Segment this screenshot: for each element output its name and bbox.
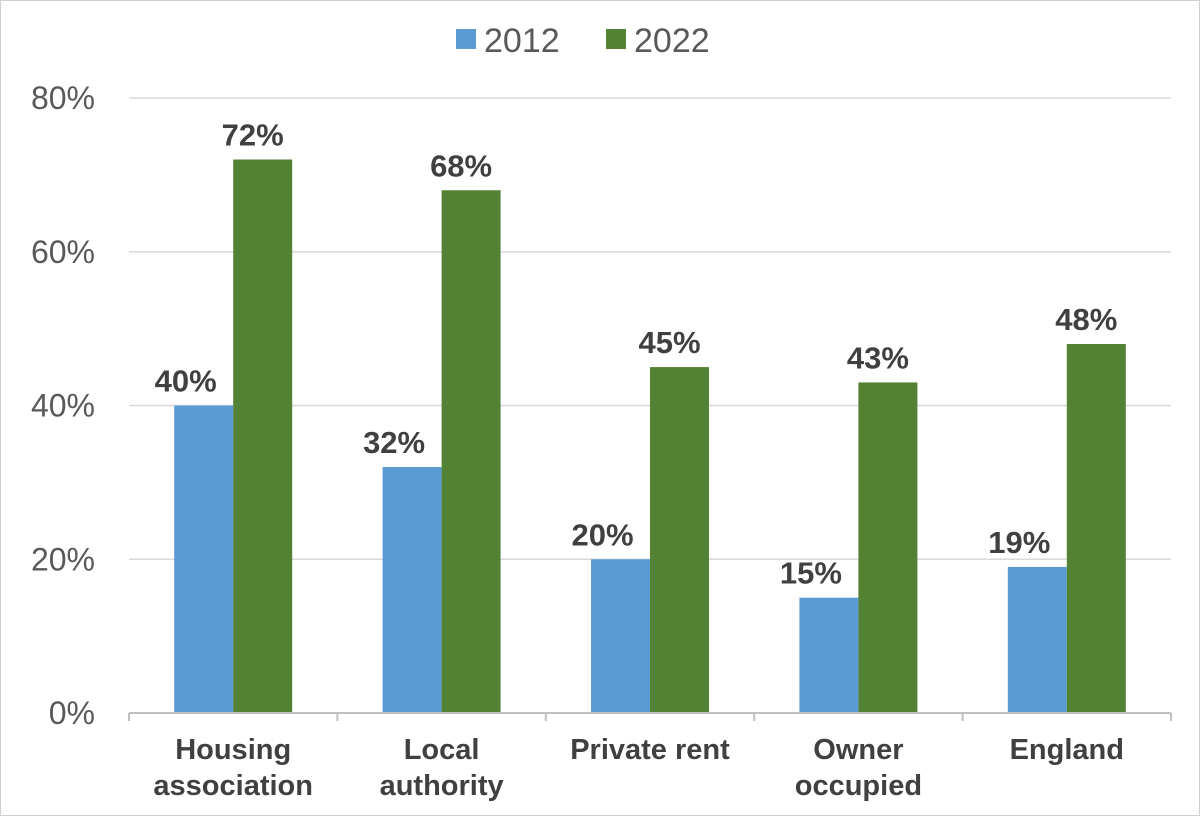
- data-label-2022-2: 45%: [638, 325, 700, 360]
- y-tick-label: 80%: [31, 80, 95, 116]
- data-label-2022-0: 72%: [222, 118, 284, 153]
- bar-2012-2: [591, 559, 650, 713]
- category-label: occupied: [795, 770, 922, 802]
- x-axis-category-labels: Housing association Local authority Private …: [153, 734, 1124, 802]
- category-label: England: [1010, 734, 1124, 766]
- y-tick-label: 20%: [31, 541, 95, 577]
- category-label: Owner: [813, 734, 903, 766]
- bar-2022-0: [233, 159, 293, 713]
- data-labels: 40% 72% 32% 68% 20% 45% 15% 43% 19% 48%: [155, 118, 1118, 591]
- data-label-2012-4: 19%: [988, 525, 1050, 560]
- category-label: Private rent: [570, 734, 730, 766]
- legend-item-2012: 2012: [456, 22, 560, 60]
- data-label-2012-2: 20%: [571, 517, 633, 552]
- category-label: authority: [380, 770, 504, 802]
- category-label: association: [153, 770, 313, 802]
- bar-2012-1: [382, 467, 442, 713]
- legend-label-2012: 2012: [484, 22, 560, 60]
- data-label-2022-3: 43%: [847, 340, 909, 375]
- y-tick-label: 0%: [49, 695, 95, 731]
- y-axis-tick-labels: 0% 20% 40% 60% 80%: [31, 80, 95, 731]
- bar-2022-3: [858, 382, 918, 713]
- legend-label-2022: 2022: [634, 22, 710, 60]
- bar-2012-4: [1007, 566, 1067, 713]
- legend-item-2022: 2022: [606, 22, 710, 60]
- data-label-2012-3: 15%: [780, 556, 842, 591]
- bar-2012-3: [799, 597, 859, 713]
- data-label-2012-1: 32%: [363, 425, 425, 460]
- data-label-2012-0: 40%: [155, 364, 217, 399]
- data-label-2022-1: 68%: [430, 148, 492, 183]
- legend: 2012 2022: [456, 22, 710, 60]
- bar-2022-4: [1066, 344, 1126, 713]
- bars: [174, 159, 1126, 713]
- legend-swatch-2012: [456, 29, 476, 49]
- y-tick-label: 40%: [31, 388, 95, 424]
- category-label: Local: [404, 734, 480, 766]
- bar-2022-2: [650, 367, 709, 713]
- data-label-2022-4: 48%: [1055, 302, 1117, 337]
- category-label: Housing: [175, 734, 291, 766]
- legend-swatch-2022: [606, 29, 626, 49]
- bar-2022-1: [441, 190, 501, 713]
- bar-2012-0: [174, 405, 234, 713]
- x-axis: [128, 712, 1172, 721]
- y-tick-label: 60%: [31, 234, 95, 270]
